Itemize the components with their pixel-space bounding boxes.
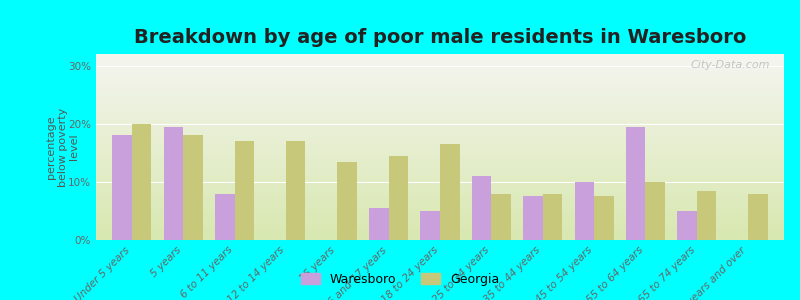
Bar	[215, 194, 234, 240]
Bar	[542, 194, 562, 240]
Bar	[234, 141, 254, 240]
Bar	[574, 182, 594, 240]
Bar	[132, 124, 151, 240]
Y-axis label: percentage
below poverty
level: percentage below poverty level	[46, 107, 79, 187]
Bar	[626, 127, 646, 240]
Title: Breakdown by age of poor male residents in Waresboro: Breakdown by age of poor male residents …	[134, 28, 746, 47]
Bar	[678, 211, 697, 240]
Bar	[491, 194, 511, 240]
Bar	[286, 141, 306, 240]
Bar	[421, 211, 440, 240]
Bar	[113, 135, 132, 240]
Bar	[338, 161, 357, 240]
Bar	[183, 135, 202, 240]
Bar	[440, 144, 459, 240]
Bar	[594, 196, 614, 240]
Bar	[164, 127, 183, 240]
Bar	[697, 190, 716, 240]
Bar	[472, 176, 491, 240]
Bar	[748, 194, 767, 240]
Text: City-Data.com: City-Data.com	[690, 60, 770, 70]
Bar	[523, 196, 542, 240]
Bar	[646, 182, 665, 240]
Bar	[389, 156, 408, 240]
Legend: Waresboro, Georgia: Waresboro, Georgia	[296, 268, 504, 291]
Bar	[369, 208, 389, 240]
